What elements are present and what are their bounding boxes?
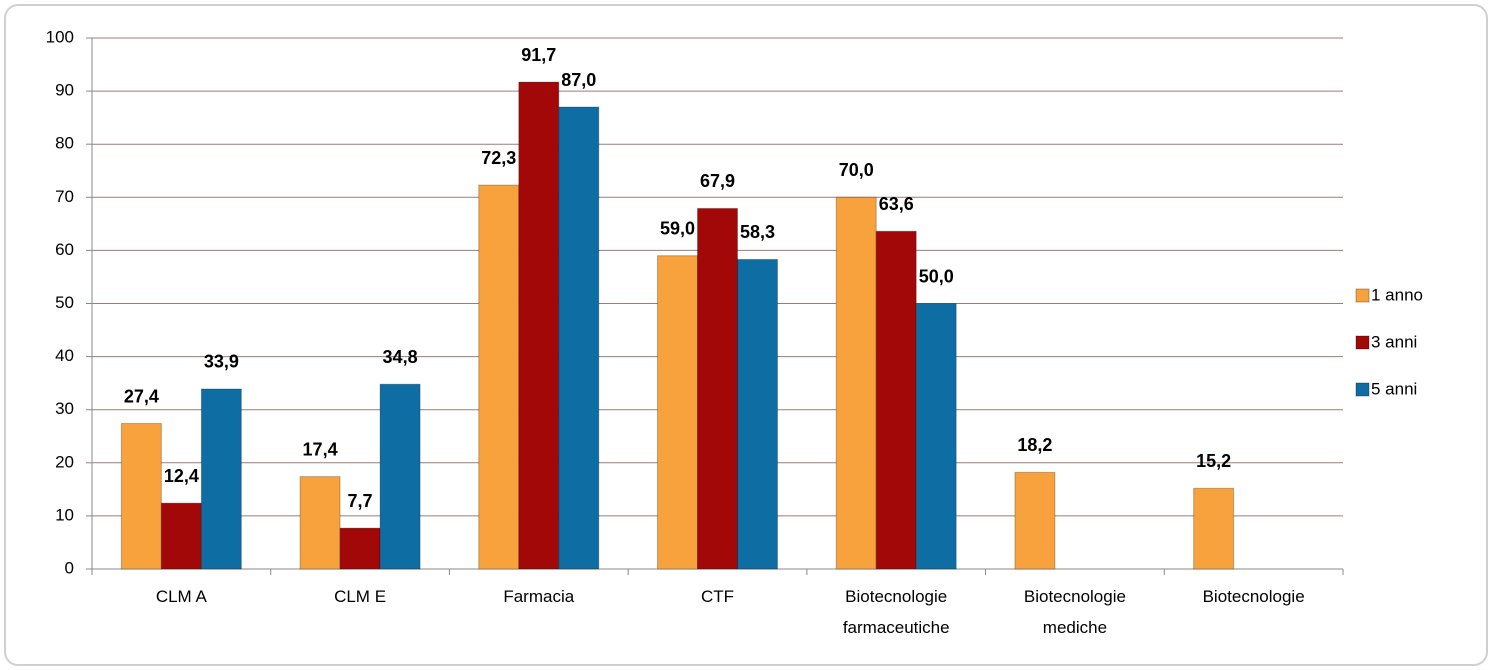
x-tick-label: CTF <box>700 587 735 606</box>
bar <box>339 527 381 570</box>
data-label: 34,8 <box>383 347 418 367</box>
x-tick-label: CLM A <box>155 587 207 606</box>
data-label: 59,0 <box>660 218 695 238</box>
bar <box>120 423 162 570</box>
legend-swatch <box>1355 335 1370 350</box>
data-label: 50,0 <box>919 266 954 286</box>
data-label: 70,0 <box>839 160 874 180</box>
y-tick-label: 40 <box>55 346 74 365</box>
bar <box>915 303 957 570</box>
y-tick-label: 70 <box>55 187 74 206</box>
legend-swatch <box>1355 382 1370 397</box>
data-label: 91,7 <box>521 45 556 65</box>
x-tick-label: Farmacia <box>503 587 575 606</box>
data-label: 15,2 <box>1196 451 1231 471</box>
y-tick-label: 30 <box>55 399 74 418</box>
data-label: 27,4 <box>124 386 159 406</box>
y-tick-label: 10 <box>55 505 74 524</box>
y-tick-label: 100 <box>46 27 74 46</box>
bar <box>200 388 242 570</box>
data-label: 67,9 <box>700 171 735 191</box>
data-label: 58,3 <box>740 222 775 242</box>
data-label: 18,2 <box>1017 435 1052 455</box>
bar <box>1193 487 1235 570</box>
data-label: 63,6 <box>879 194 914 214</box>
chart-frame <box>4 4 1488 666</box>
bar <box>697 207 738 570</box>
x-tick-label: Biotecnologie mediche <box>1023 587 1126 637</box>
bar <box>299 476 341 570</box>
legend-label: 1 anno <box>1371 285 1423 304</box>
bar <box>737 258 778 570</box>
y-tick-label: 20 <box>55 452 74 471</box>
bar <box>379 383 421 570</box>
bar <box>657 255 698 570</box>
data-label: 17,4 <box>303 439 338 459</box>
bar <box>558 106 600 570</box>
y-tick-label: 90 <box>55 81 74 100</box>
x-tick-label: Biotecnologie farmaceutiche <box>842 587 950 637</box>
y-tick-label: 0 <box>65 558 74 577</box>
legend-label: 5 anni <box>1371 379 1417 398</box>
data-label: 72,3 <box>481 148 516 168</box>
x-tick-label: CLM E <box>334 587 387 606</box>
x-tick-label: Biotecnologie <box>1202 587 1305 606</box>
legend-swatch <box>1355 288 1370 303</box>
data-label: 33,9 <box>204 352 239 372</box>
data-label: 87,0 <box>561 70 596 90</box>
y-tick-label: 50 <box>55 293 74 312</box>
bar <box>1014 471 1056 570</box>
bar <box>875 230 917 570</box>
data-label: 12,4 <box>164 466 199 486</box>
legend-label: 3 anni <box>1371 332 1417 351</box>
bar <box>478 184 520 570</box>
data-label: 7,7 <box>348 491 373 511</box>
y-tick-label: 80 <box>55 134 74 153</box>
y-tick-label: 60 <box>55 240 74 259</box>
bar <box>518 81 560 570</box>
bar <box>160 502 202 570</box>
bar <box>835 196 877 570</box>
